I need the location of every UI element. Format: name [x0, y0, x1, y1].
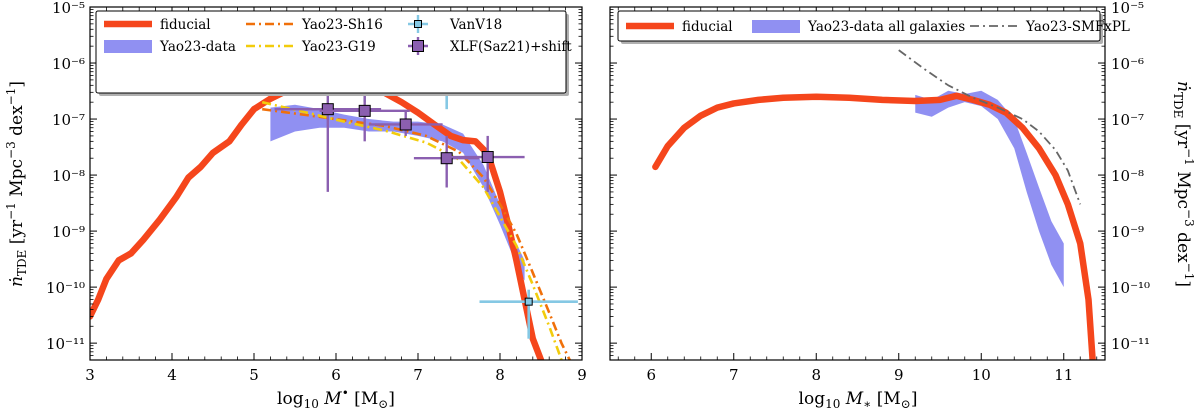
legend-item-yao23-g19: Yao23-G19 [246, 39, 376, 55]
line-yao23-sh16 [262, 107, 571, 360]
legend-item-fiducial: fiducial [626, 19, 733, 35]
legend-label: Yao23-data all galaxies [807, 19, 965, 35]
legend-item-yao23-smfxpl: Yao23-SMFxPL [970, 19, 1130, 35]
left-panel: 3 4 5 6 7 8 9 10⁻¹¹ 10⁻¹⁰ 10⁻⁹ 10⁻⁸ 10⁻⁷ 10⁻⁶ 10⁻⁵ lo… [4, 0, 587, 411]
y-tick-label: 10⁻⁸ [1111, 167, 1144, 185]
y-tick-label: 10⁻⁹ [1111, 223, 1144, 241]
line-yao23-g19 [261, 100, 563, 360]
right-ticks: 6 7 8 9 10 11 10⁻¹¹ 10⁻¹⁰ 10⁻⁹ 10⁻⁸ 10⁻⁷ 10⁻⁶ 10⁻⁵ [610, 0, 1150, 384]
right-plot-area [652, 49, 1096, 360]
series-yao23-sh16 [262, 107, 571, 360]
series-xlf-saz21-shift [274, 82, 525, 192]
left-y-axis-label: ṅTDE [yr−1 Mpc−3 dex−1] [4, 81, 29, 287]
data-point-vanv18 [479, 289, 578, 339]
legend-item-yao23-data: Yao23-data [104, 39, 236, 55]
legend-label: Yao23-Sh16 [301, 17, 383, 33]
x-tick-label: 9 [894, 366, 904, 384]
data-point-xlf-saz21-shift [319, 88, 410, 142]
x-tick-label: 7 [729, 366, 739, 384]
left-ticks: 3 4 5 6 7 8 9 10⁻¹¹ 10⁻¹⁰ 10⁻⁹ 10⁻⁸ 10⁻⁷ 10⁻⁶ 10⁻⁵ [46, 0, 587, 384]
left-x-axis-label: log10 M• [M⊙] [277, 386, 395, 411]
y-tick-label: 10⁻¹¹ [46, 335, 85, 353]
x-tick-label: 4 [167, 366, 177, 384]
x-tick-label: 10 [972, 366, 991, 384]
series-yao23-smfxpl [898, 49, 1082, 205]
x-tick-label: 7 [413, 366, 423, 384]
band-yao23-data-all-galaxies [915, 90, 1064, 288]
x-tick-label: 11 [1054, 366, 1073, 384]
legend-box [95, 10, 567, 94]
series-yao23-g19 [261, 100, 563, 360]
y-tick-label: 10⁻¹⁰ [46, 279, 85, 297]
y-tick-label: 10⁻⁷ [52, 111, 85, 129]
series-fiducial [652, 92, 1096, 360]
legend-box [617, 10, 1101, 42]
y-tick-label: 10⁻⁵ [52, 0, 85, 17]
legend-label: VanV18 [449, 17, 502, 33]
x-tick-label: 6 [646, 366, 656, 384]
legend-label: Yao23-SMFxPL [1025, 19, 1130, 35]
series-yao23-data [270, 104, 525, 281]
legend-label: XLF(Saz21)+shift [450, 39, 572, 55]
y-tick-label: 10⁻⁸ [52, 167, 85, 185]
line-fiducial [652, 92, 1096, 360]
band-yao23-data [270, 104, 525, 281]
legend-label: fiducial [682, 19, 733, 35]
y-tick-label: 10⁻¹¹ [1111, 335, 1150, 353]
x-tick-label: 6 [331, 366, 341, 384]
right-y-axis-label: ṅTDE [yr−1 Mpc−3 dex−1] [1171, 81, 1196, 287]
legend-label: Yao23-G19 [301, 39, 376, 55]
y-tick-label: 10⁻¹⁰ [1111, 279, 1150, 297]
legend-label: fiducial [160, 17, 211, 33]
y-tick-label: 10⁻⁶ [1111, 55, 1144, 73]
legend-item-fiducial: fiducial [104, 17, 211, 33]
x-tick-label: 5 [249, 366, 259, 384]
series-yao23-data-all-galaxies [915, 90, 1064, 288]
x-tick-label: 9 [577, 366, 587, 384]
y-tick-label: 10⁻⁵ [1111, 0, 1144, 17]
right-x-axis-label: log10 M∗ [M⊙] [799, 389, 918, 411]
right-legend: fiducial Yao23-data all galaxies Yao23-SMF… [617, 10, 1130, 44]
legend-item-yao23-sh16: Yao23-Sh16 [246, 17, 383, 33]
line-yao23-smfxpl [898, 49, 1082, 205]
x-tick-label: 3 [85, 366, 95, 384]
legend-item-xlf-saz21-shift: XLF(Saz21)+shift [408, 37, 572, 55]
x-tick-label: 8 [495, 366, 505, 384]
left-legend: fiducial Yao23-data Yao23-Sh16 Yao23-G19 Van… [95, 10, 572, 96]
right-panel: 6 7 8 9 10 11 10⁻¹¹ 10⁻¹⁰ 10⁻⁹ 10⁻⁸ 10⁻⁷ 10⁻⁶ 10⁻⁵ l… [609, 0, 1196, 411]
y-tick-label: 10⁻⁶ [52, 55, 85, 73]
x-tick-label: 8 [811, 366, 821, 384]
legend-label: Yao23-data [159, 39, 236, 55]
data-point-xlf-saz21-shift [450, 135, 525, 192]
data-point-xlf-saz21-shift [368, 110, 443, 136]
y-tick-label: 10⁻⁹ [52, 223, 85, 241]
legend-item-vanv18: VanV18 [408, 15, 502, 33]
legend-item-yao23-data-all-galaxies: Yao23-data all galaxies [752, 19, 965, 35]
y-tick-label: 10⁻⁷ [1111, 111, 1144, 129]
